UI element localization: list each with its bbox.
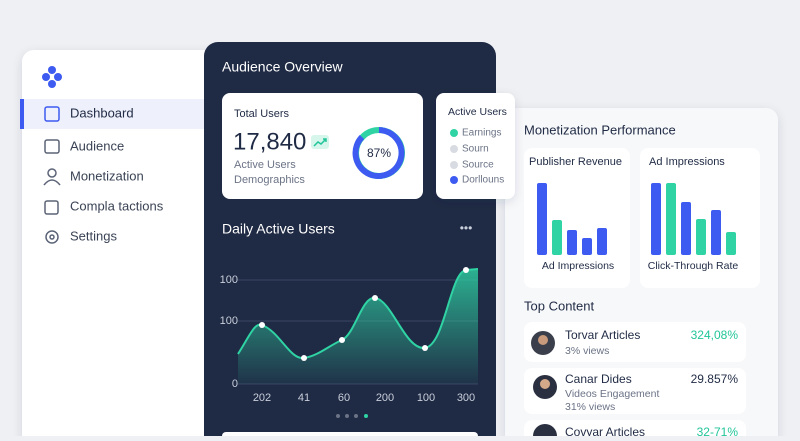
nav-item[interactable]: Monetization bbox=[70, 168, 144, 183]
legend-dot bbox=[450, 176, 458, 184]
big-number: 17,840 bbox=[233, 128, 306, 155]
nav-icons bbox=[43, 106, 61, 244]
active-users-card bbox=[436, 93, 515, 199]
donut-label: 87% bbox=[367, 146, 391, 160]
y-label: 0 bbox=[232, 378, 238, 390]
pager bbox=[336, 414, 368, 418]
y-label: 100 bbox=[220, 315, 238, 327]
section-title: Daily Active Users bbox=[222, 221, 335, 237]
area bbox=[238, 269, 478, 384]
nav-item[interactable]: Settings bbox=[70, 228, 117, 243]
x-label: 41 bbox=[298, 392, 310, 404]
bottom-card bbox=[222, 432, 478, 441]
panel-title: Monetization Performance bbox=[524, 122, 676, 137]
nav-active-bg bbox=[22, 99, 212, 129]
menu[interactable]: ••• bbox=[460, 221, 473, 235]
legend-label: Dorllouns bbox=[462, 175, 504, 186]
x-label: 202 bbox=[253, 392, 271, 404]
card-subtitle: Active Users bbox=[234, 159, 296, 171]
card-title: Ad Impressions bbox=[649, 156, 725, 168]
content-row[interactable] bbox=[524, 322, 746, 362]
card-caption: Click-Through Rate bbox=[648, 260, 739, 272]
legend-dot bbox=[450, 161, 458, 169]
nav-item[interactable]: Audience bbox=[70, 138, 124, 153]
card-title: Active Users bbox=[448, 106, 507, 118]
card-title: Total Users bbox=[234, 108, 290, 120]
trend-icon bbox=[313, 138, 327, 147]
content-value: 324,08% bbox=[691, 328, 739, 342]
card-caption: Ad Impressions bbox=[542, 260, 614, 272]
content-subtitle: 31% views bbox=[565, 401, 615, 413]
content-subtitle: Videos Engagement bbox=[565, 388, 659, 400]
card-subtitle: Demographics bbox=[234, 174, 305, 186]
legend-dot bbox=[450, 145, 458, 153]
card-title: Publisher Revenue bbox=[529, 156, 622, 168]
x-label: 300 bbox=[457, 392, 475, 404]
nav-active-bar bbox=[20, 99, 24, 129]
content-title: Covyar Articles bbox=[565, 425, 645, 436]
content-title: Torvar Articles bbox=[565, 328, 640, 342]
bars bbox=[537, 183, 736, 255]
content-value: 29.857% bbox=[691, 372, 739, 386]
nav-item[interactable]: Dashboard bbox=[70, 105, 134, 120]
legend-dot bbox=[450, 129, 458, 137]
section-title: Top Content bbox=[524, 298, 594, 313]
logo bbox=[42, 66, 62, 88]
legend-label: Sourn bbox=[462, 144, 489, 155]
y-label: 100 bbox=[220, 274, 238, 286]
legend-label: Source bbox=[462, 160, 494, 171]
content-title: Canar Dides bbox=[565, 372, 632, 386]
x-label: 200 bbox=[376, 392, 394, 404]
panel-title: Audience Overview bbox=[222, 59, 344, 75]
x-label: 100 bbox=[417, 392, 435, 404]
donut-arc bbox=[352, 127, 405, 179]
legend-label: Earnings bbox=[462, 128, 501, 139]
nav-item[interactable]: Compla tactions bbox=[70, 198, 164, 213]
x-label: 60 bbox=[338, 392, 350, 404]
content-row[interactable] bbox=[524, 368, 746, 414]
content-subtitle: 3% views bbox=[565, 345, 609, 357]
points bbox=[259, 267, 469, 361]
sidebar bbox=[22, 50, 252, 441]
content-value: 32-71% bbox=[697, 425, 739, 436]
